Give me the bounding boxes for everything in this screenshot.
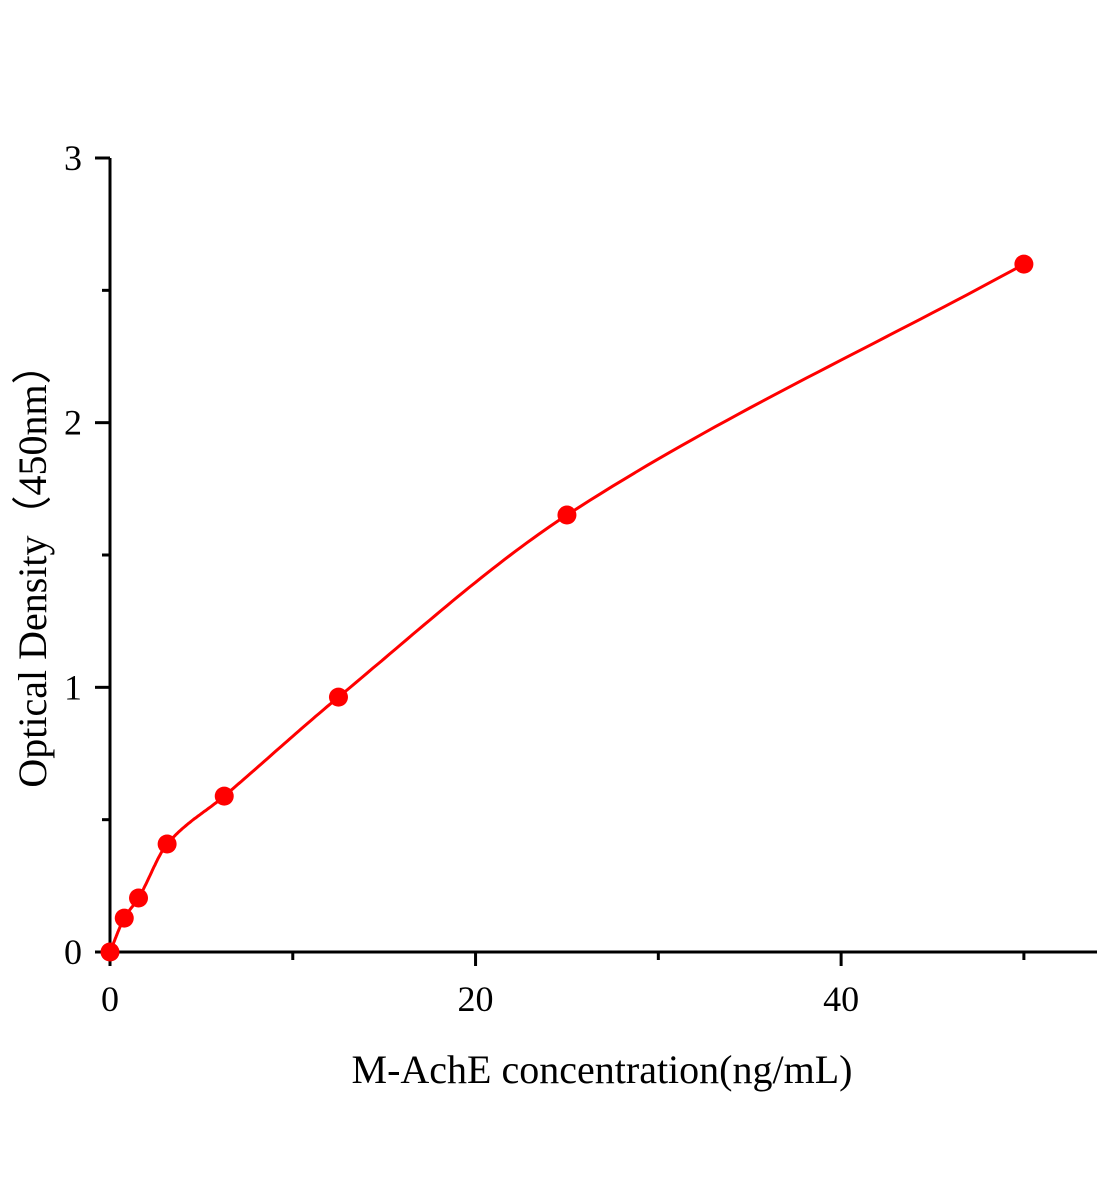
axes: 0 20 40 0 1 2 3: [64, 138, 1097, 1019]
x-tick-label: 20: [458, 979, 494, 1019]
x-tick-label: 40: [823, 979, 859, 1019]
data-point: [1014, 254, 1034, 274]
x-axis-label: M-AchE concentration(ng/mL): [352, 1047, 853, 1092]
data-point: [214, 786, 234, 806]
y-tick-label: 0: [64, 932, 82, 972]
x-tick-label: 0: [101, 979, 119, 1019]
data-point: [114, 908, 134, 928]
data-point: [328, 687, 348, 707]
data-points: [100, 254, 1034, 962]
data-point: [129, 888, 149, 908]
y-tick-label: 3: [64, 138, 82, 178]
fit-curve: [108, 262, 1025, 953]
data-point: [157, 834, 177, 854]
data-point: [100, 942, 120, 962]
data-point: [557, 505, 577, 525]
y-tick-label: 2: [64, 403, 82, 443]
y-axis-label: Optical Density（450nm）: [10, 344, 55, 787]
y-tick-label: 1: [64, 667, 82, 707]
